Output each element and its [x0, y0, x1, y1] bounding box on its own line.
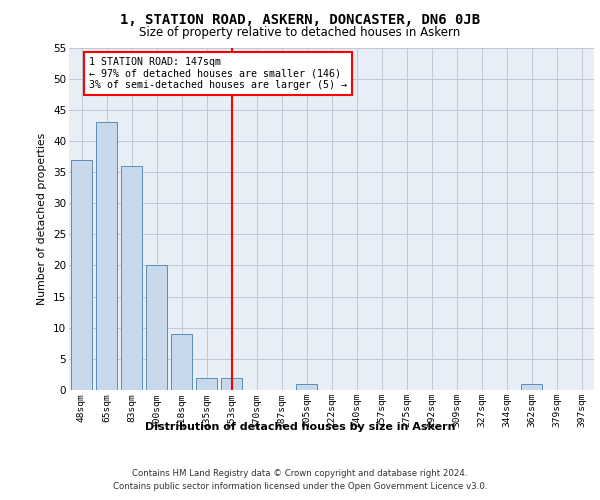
Text: Size of property relative to detached houses in Askern: Size of property relative to detached ho… — [139, 26, 461, 39]
Bar — [221, 378, 242, 390]
Bar — [96, 122, 117, 390]
Text: 1 STATION ROAD: 147sqm
← 97% of detached houses are smaller (146)
3% of semi-det: 1 STATION ROAD: 147sqm ← 97% of detached… — [89, 57, 347, 90]
Bar — [171, 334, 192, 390]
Bar — [71, 160, 92, 390]
Y-axis label: Number of detached properties: Number of detached properties — [37, 132, 47, 305]
Bar — [296, 384, 317, 390]
Text: Distribution of detached houses by size in Askern: Distribution of detached houses by size … — [145, 422, 455, 432]
Bar — [521, 384, 542, 390]
Bar — [121, 166, 142, 390]
Bar — [196, 378, 217, 390]
Text: 1, STATION ROAD, ASKERN, DONCASTER, DN6 0JB: 1, STATION ROAD, ASKERN, DONCASTER, DN6 … — [120, 12, 480, 26]
Bar — [146, 266, 167, 390]
Text: Contains HM Land Registry data © Crown copyright and database right 2024.
Contai: Contains HM Land Registry data © Crown c… — [113, 470, 487, 491]
